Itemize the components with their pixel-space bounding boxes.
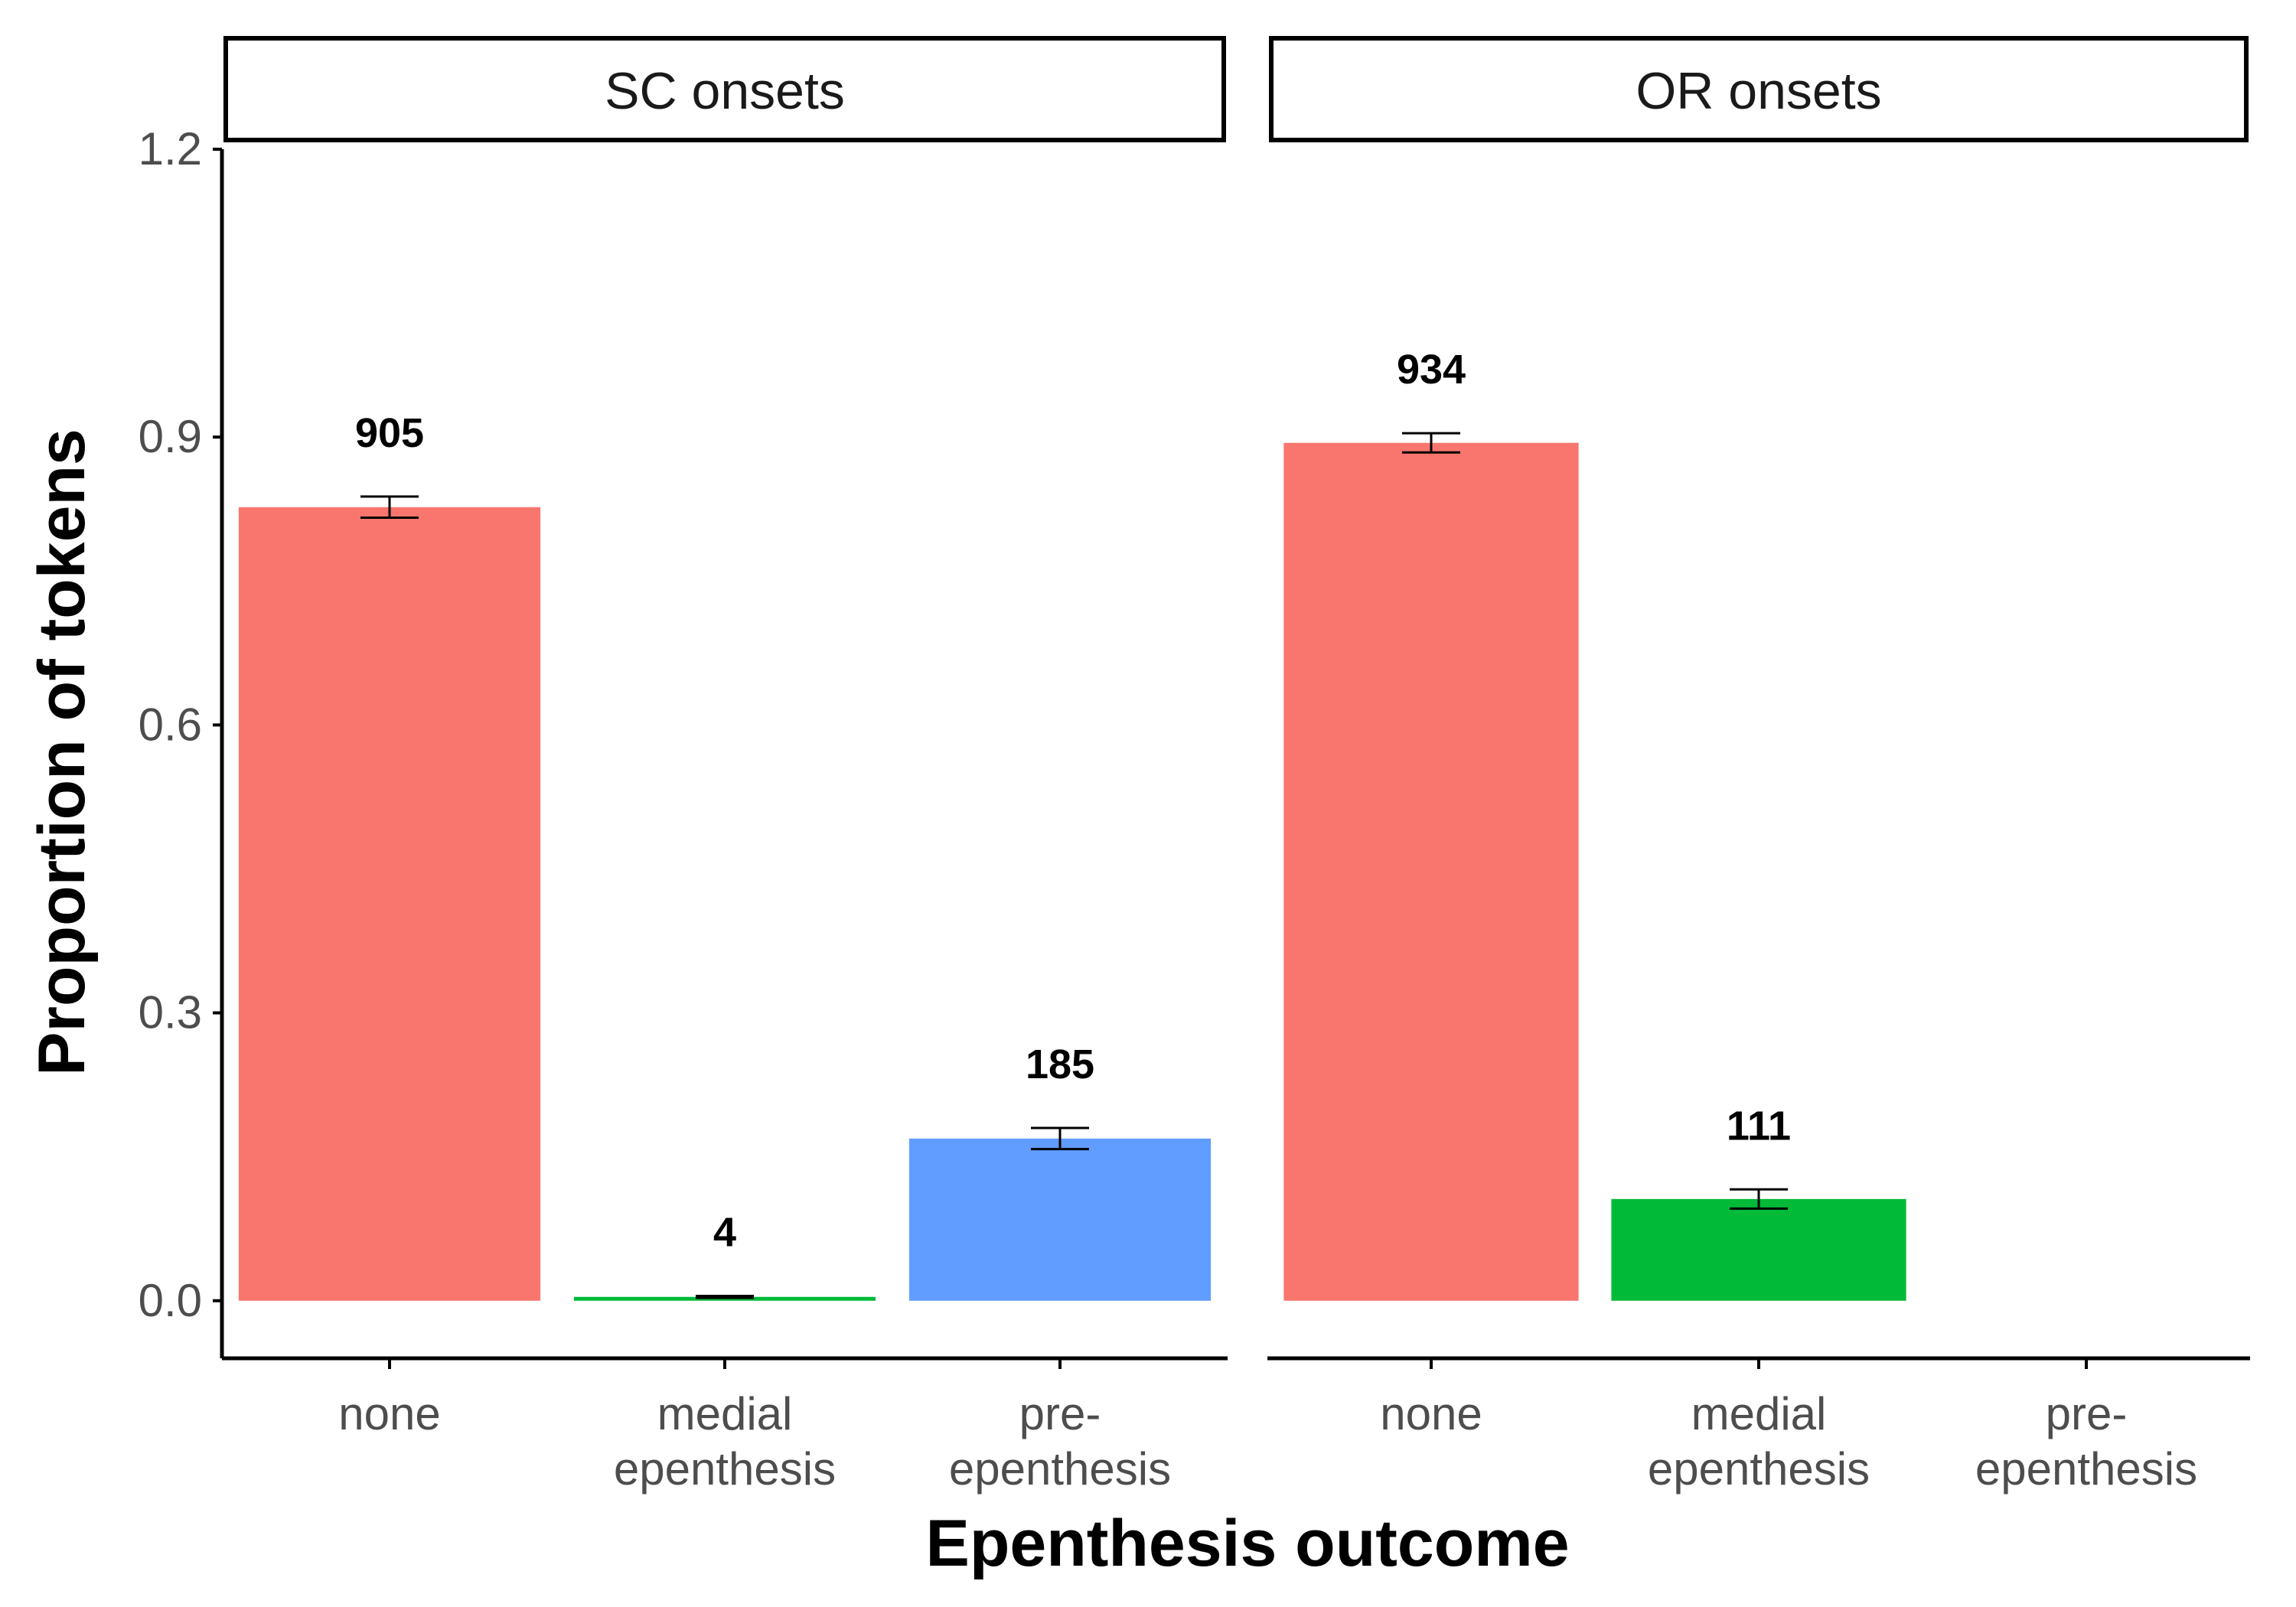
y-tick-label: 0.6	[139, 699, 202, 750]
x-tick-label: medial	[1691, 1388, 1827, 1439]
y-tick-label: 0.9	[139, 411, 202, 462]
bar	[908, 1138, 1212, 1301]
bar	[1611, 1198, 1906, 1301]
x-tick-label: none	[1380, 1388, 1482, 1439]
x-axis-title: Epenthesis outcome	[925, 1507, 1569, 1580]
x-tick-label: epenthesis	[1648, 1443, 1870, 1495]
x-tick-label: none	[338, 1388, 440, 1439]
count-label: 111	[1727, 1103, 1791, 1149]
bar	[238, 507, 541, 1301]
count-label: 905	[355, 410, 424, 456]
y-tick-label: 1.2	[139, 123, 202, 174]
bar	[1283, 442, 1579, 1301]
x-tick-label: epenthesis	[614, 1443, 836, 1495]
y-tick-label: 0.0	[139, 1275, 202, 1326]
x-tick-label: epenthesis	[1975, 1443, 2197, 1495]
facet-strip	[223, 36, 1226, 142]
y-axis: 0.0 0.3 0.6 0.9 1.2	[139, 123, 224, 1358]
x-tick-label: pre-	[2046, 1388, 2128, 1439]
y-axis-title: Proportion of tokens	[25, 429, 99, 1076]
y-tick-label: 0.3	[139, 987, 202, 1038]
x-tick-label: epenthesis	[949, 1443, 1171, 1495]
count-label: 185	[1026, 1041, 1094, 1087]
facet-strip	[1269, 36, 2249, 142]
x-tick-label: pre-	[1019, 1388, 1101, 1439]
x-tick-label: medial	[657, 1388, 793, 1439]
facet-strip-label: SC onsets	[605, 62, 845, 120]
count-label: 4	[713, 1209, 736, 1255]
facet-strip-label: OR onsets	[1636, 62, 1881, 120]
count-label: 934	[1397, 347, 1466, 393]
